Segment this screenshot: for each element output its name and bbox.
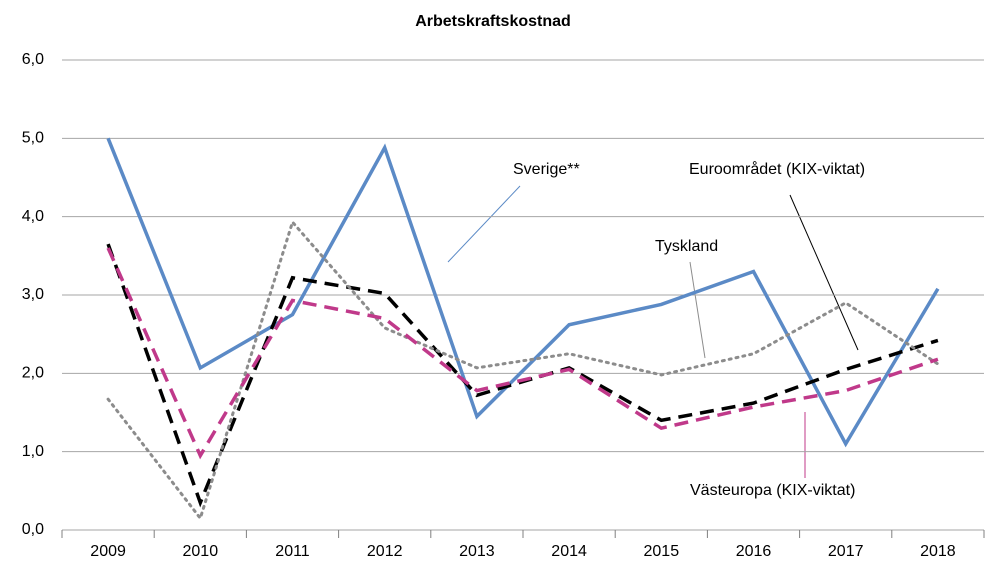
y-tick-label: 4,0: [22, 208, 44, 225]
series-line: [106, 219, 940, 522]
chart-title: Arbetskraftskostnad: [415, 13, 571, 30]
y-tick-label: 2,0: [22, 365, 44, 382]
series-line: [106, 137, 940, 448]
y-tick-label: 5,0: [22, 130, 44, 147]
series-label: Tyskland: [655, 238, 718, 255]
y-tick-label: 6,0: [22, 51, 44, 68]
x-tick-label: 2012: [367, 543, 403, 560]
x-tick-label: 2016: [736, 543, 772, 560]
leader-line: [689, 261, 706, 359]
series-line: [106, 247, 939, 460]
series-label: Sverige**: [513, 161, 580, 178]
y-tick-label: 1,0: [22, 443, 44, 460]
leader-line: [447, 185, 521, 263]
x-tick-label: 2017: [828, 543, 864, 560]
x-tick-label: 2014: [551, 543, 587, 560]
x-tick-label: 2011: [275, 543, 310, 560]
x-tick-label: 2018: [920, 543, 956, 560]
x-tick-label: 2010: [183, 543, 219, 560]
series-label: Västeuropa (KIX-viktat): [690, 482, 855, 499]
leader-line: [789, 194, 859, 351]
y-tick-label: 3,0: [22, 286, 44, 303]
y-tick-label: 0,0: [22, 521, 44, 538]
x-tick-label: 2013: [459, 543, 495, 560]
x-tick-label: 2009: [90, 543, 126, 560]
x-tick-label: 2015: [644, 543, 680, 560]
series-label: Euroområdet (KIX-viktat): [689, 160, 865, 178]
